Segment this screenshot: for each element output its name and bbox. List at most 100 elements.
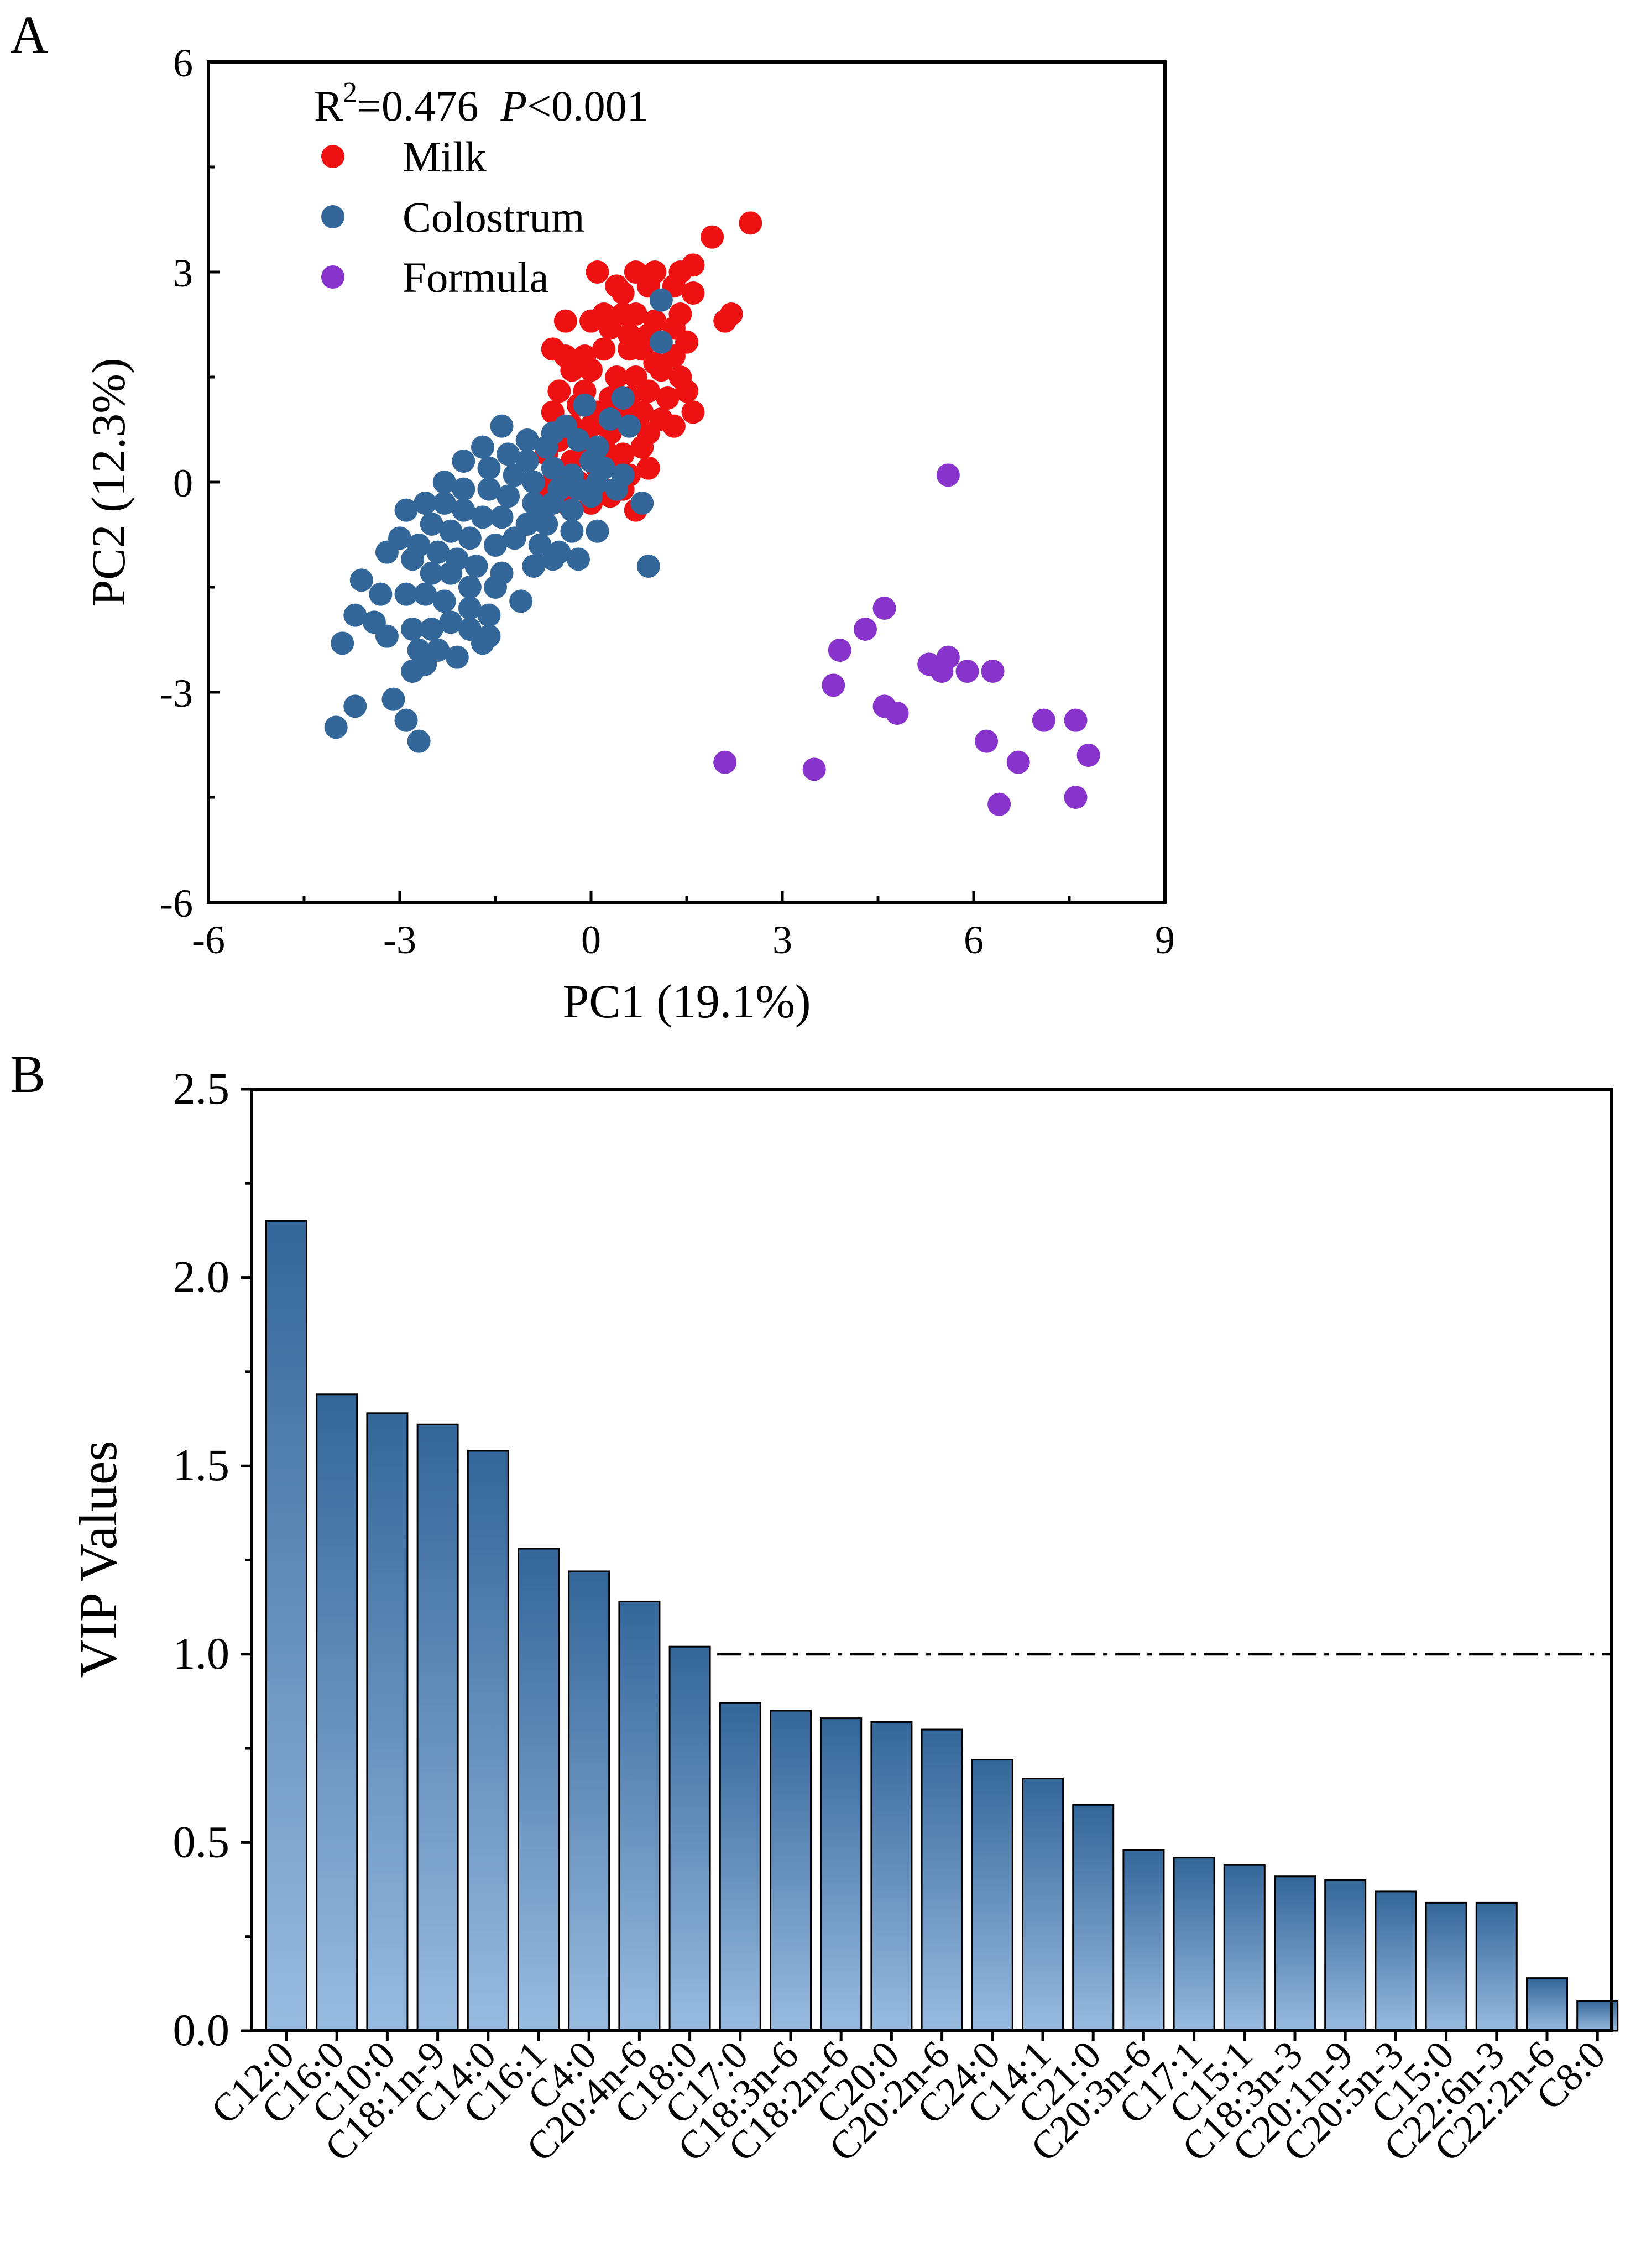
- x-tick-label: 6: [964, 918, 984, 962]
- bar-c14-0: [467, 1450, 509, 2032]
- panel-b: B C12:0C16:0C10:0C18:1n-9C14:0C16:1C4:0C…: [10, 1044, 1619, 2170]
- scatter-legend: Milk Colostrum Formula: [321, 133, 584, 301]
- bar-c20-1n-9: [1324, 1879, 1367, 2032]
- scatter-ticks: -6 -3 0 3 6 9 -6 -3 0 3 6: [160, 41, 1175, 962]
- point-formula-6: [930, 660, 954, 683]
- point-colostrum-66: [458, 576, 482, 599]
- point-formula-14: [975, 729, 999, 753]
- x-tick-label: 3: [772, 918, 792, 962]
- point-colostrum-41: [471, 505, 494, 529]
- x-tick-label: 9: [1155, 918, 1175, 962]
- point-colostrum-77: [369, 582, 393, 606]
- point-colostrum-61: [522, 555, 546, 578]
- point-colostrum-28: [605, 477, 629, 501]
- scatter-plot-frame: [207, 60, 1167, 904]
- bar-c17-1: [1173, 1857, 1215, 2032]
- point-colostrum-72: [414, 582, 437, 606]
- point-formula-15: [1076, 744, 1100, 767]
- point-colostrum-98: [636, 555, 660, 578]
- point-milk-37: [547, 379, 571, 403]
- point-colostrum-2: [611, 386, 635, 410]
- y-tick-label: -3: [160, 671, 193, 715]
- point-colostrum-59: [464, 555, 488, 578]
- point-milk-55: [662, 414, 686, 438]
- point-colostrum-92: [401, 660, 425, 683]
- y-tick-label: 0.5: [173, 1816, 230, 1867]
- point-colostrum-65: [439, 561, 463, 585]
- bar-c16-0: [316, 1393, 358, 2032]
- bar-c10-0: [366, 1412, 409, 2032]
- point-colostrum-48: [420, 513, 443, 536]
- legend-item-milk: Milk: [321, 133, 487, 181]
- legend-label-milk: Milk: [403, 133, 487, 181]
- point-milk-5: [681, 253, 705, 277]
- point-milk-76: [611, 281, 635, 305]
- point-colostrum-67: [484, 576, 507, 599]
- point-colostrum-14: [497, 442, 520, 466]
- point-colostrum-42: [490, 505, 514, 529]
- legend-item-colostrum: Colostrum: [321, 193, 584, 241]
- legend-item-formula: Formula: [321, 253, 548, 301]
- point-formula-11: [885, 702, 909, 725]
- bar-c4-0: [568, 1570, 610, 2032]
- stats-annotation: R2=0.476 P<0.001: [314, 77, 649, 130]
- bar-c22-6n-3: [1475, 1901, 1518, 2032]
- point-colostrum-13: [471, 435, 494, 459]
- y-tick-label: 2.0: [173, 1252, 230, 1302]
- point-formula-8: [981, 660, 1005, 683]
- point-colostrum-93: [343, 694, 367, 718]
- point-colostrum-5: [618, 414, 641, 438]
- point-milk-33: [605, 365, 629, 389]
- point-formula-18: [802, 757, 826, 781]
- bar-c18-0: [668, 1645, 711, 2032]
- point-milk-35: [649, 358, 673, 382]
- point-milk-1: [701, 225, 724, 249]
- point-milk-19: [598, 316, 622, 340]
- point-colostrum-97: [407, 729, 431, 753]
- r-squared-value: =0.476: [357, 82, 479, 130]
- point-milk-78: [630, 337, 654, 361]
- point-colostrum-57: [426, 540, 450, 564]
- legend-label-colostrum: Colostrum: [403, 193, 584, 241]
- point-colostrum-94: [381, 687, 405, 711]
- bar-ticks: C12:0C16:0C10:0C18:1n-9C14:0C16:1C4:0C20…: [173, 1063, 1614, 2170]
- point-milk-18: [579, 309, 603, 333]
- p-value: <0.001: [527, 82, 649, 130]
- legend-marker-colostrum: [321, 205, 344, 228]
- point-colostrum-10: [535, 435, 558, 459]
- point-milk-49: [681, 400, 705, 424]
- point-milk-42: [656, 386, 680, 410]
- bar-c15-0: [1425, 1901, 1467, 2032]
- scatter-points: [324, 211, 1100, 816]
- point-colostrum-38: [414, 492, 437, 515]
- point-colostrum-32: [497, 484, 520, 508]
- bar-c17-0: [719, 1702, 761, 2032]
- point-colostrum-83: [439, 610, 463, 634]
- x-tick-label: -6: [192, 918, 225, 962]
- point-colostrum-9: [515, 428, 539, 452]
- point-formula-20: [987, 792, 1011, 816]
- point-colostrum-46: [586, 519, 609, 543]
- point-milk-12: [713, 309, 737, 333]
- point-formula-12: [1032, 708, 1055, 732]
- point-milk-31: [560, 358, 584, 382]
- p-symbol: P: [500, 82, 527, 130]
- point-colostrum-22: [477, 456, 501, 480]
- bar-c18-2n-6: [820, 1717, 863, 2032]
- y-tick-label: 0: [173, 461, 193, 505]
- point-colostrum-62: [375, 540, 399, 564]
- point-colostrum-80: [375, 624, 399, 648]
- point-formula-16: [713, 750, 737, 774]
- bar-c20-0: [870, 1721, 913, 2032]
- bar-c16-1: [518, 1548, 560, 2032]
- bars: [265, 1220, 1619, 2032]
- point-colostrum-11: [566, 428, 590, 452]
- point-colostrum-69: [541, 547, 565, 571]
- legend-label-formula: Formula: [403, 253, 548, 301]
- point-formula-9: [822, 673, 845, 697]
- point-colostrum-51: [484, 534, 507, 557]
- x-axis-label: PC1 (19.1%): [562, 975, 811, 1028]
- bar-c18-3n-3: [1274, 1875, 1316, 2032]
- point-colostrum-89: [445, 645, 469, 669]
- point-colostrum-47: [394, 498, 418, 522]
